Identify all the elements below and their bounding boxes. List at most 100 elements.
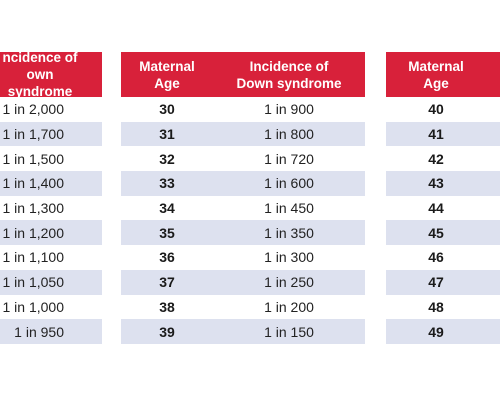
age-cell: 34 xyxy=(159,200,175,217)
table-row: 49 xyxy=(386,319,500,344)
incidence-cell: 1 in 800 xyxy=(264,126,314,143)
incidence-cell xyxy=(486,97,500,122)
age-cell: 36 xyxy=(159,249,175,266)
incidence-cell: 1 in 150 xyxy=(264,323,314,340)
left-header-incidence-line1: ncidence of xyxy=(2,50,78,65)
incidence-cell xyxy=(486,319,500,344)
table-row: 39 1 in 150 xyxy=(121,319,365,344)
incidence-cell: 1 in 350 xyxy=(264,224,314,241)
age-cell: 43 xyxy=(428,175,444,192)
table-row: 1 in 1,500 xyxy=(0,146,102,171)
middle-table-header: Maternal Age Incidence of Down syndrome xyxy=(121,52,365,97)
incidence-cell: 1 in 450 xyxy=(264,200,314,217)
table-row: 1 in 1,200 xyxy=(0,220,102,246)
table-row: 43 xyxy=(386,171,500,196)
table-row: 1 in 1,050 xyxy=(0,269,102,295)
incidence-cell: 1 in 600 xyxy=(264,175,314,192)
incidence-cell: 1 in 1,500 xyxy=(2,150,65,167)
right-incidence-table: Maternal Age 40 41 42 43 44 45 46 47 48 … xyxy=(386,52,500,344)
table-row: 30 1 in 900 xyxy=(121,97,365,122)
left-incidence-table: ncidence of own syndrome 1 in 2,000 1 in… xyxy=(0,50,102,344)
incidence-cell xyxy=(486,171,500,196)
incidence-cell: 1 in 900 xyxy=(264,101,314,118)
age-cell: 37 xyxy=(159,274,175,291)
incidence-cell xyxy=(486,295,500,320)
table-row: 40 xyxy=(386,97,500,122)
incidence-cell xyxy=(486,270,500,295)
table-row: 1 in 1,700 xyxy=(0,121,102,147)
table-row: 1 in 1,000 xyxy=(0,295,102,320)
table-row: 47 xyxy=(386,269,500,295)
table-row: 41 xyxy=(386,121,500,147)
incidence-cell: 1 in 1,000 xyxy=(2,298,65,315)
age-cell: 41 xyxy=(428,126,444,143)
age-cell: 35 xyxy=(159,224,175,241)
left-table-body: 1 in 2,000 1 in 1,700 1 in 1,500 1 in 1,… xyxy=(0,97,102,344)
table-row: 38 1 in 200 xyxy=(121,295,365,320)
incidence-cell: 1 in 1,100 xyxy=(2,249,65,266)
age-cell: 39 xyxy=(159,323,175,340)
incidence-cell: 1 in 200 xyxy=(264,298,314,315)
incidence-cell: 1 in 720 xyxy=(264,150,314,167)
age-cell: 33 xyxy=(159,175,175,192)
age-cell: 31 xyxy=(159,126,175,143)
table-row: 1 in 950 xyxy=(0,319,102,344)
table-row: 1 in 1,400 xyxy=(0,171,102,196)
table-row: 1 in 1,300 xyxy=(0,196,102,221)
middle-header-age: Maternal Age xyxy=(121,52,213,97)
age-cell: 45 xyxy=(428,224,444,241)
incidence-cell: 1 in 250 xyxy=(264,274,314,291)
table-row: 33 1 in 600 xyxy=(121,171,365,196)
middle-header-incidence: Incidence of Down syndrome xyxy=(213,52,365,97)
right-header-age-line1: Maternal xyxy=(408,58,464,74)
incidence-cell xyxy=(486,220,500,245)
table-row: 1 in 1,100 xyxy=(0,245,102,270)
middle-incidence-table: Maternal Age Incidence of Down syndrome … xyxy=(121,52,365,344)
incidence-cell: 1 in 2,000 xyxy=(2,101,65,118)
table-row: 46 xyxy=(386,245,500,270)
age-cell: 30 xyxy=(159,101,175,118)
incidence-cell: 1 in 1,200 xyxy=(2,224,65,241)
age-cell: 40 xyxy=(428,101,444,118)
age-cell: 49 xyxy=(428,323,444,340)
table-row: 34 1 in 450 xyxy=(121,196,365,221)
middle-table-body: 30 1 in 900 31 1 in 800 32 1 in 720 33 1 in … xyxy=(121,97,365,344)
age-cell: 32 xyxy=(159,150,175,167)
table-row: 42 xyxy=(386,146,500,171)
incidence-cell: 1 in 1,700 xyxy=(2,126,65,143)
incidence-cell xyxy=(486,146,500,171)
incidence-cell xyxy=(486,196,500,221)
left-table-header: ncidence of own syndrome xyxy=(0,50,102,99)
age-cell: 48 xyxy=(428,298,444,315)
table-row: 1 in 2,000 xyxy=(0,97,102,122)
incidence-cell: 1 in 1,300 xyxy=(2,200,65,217)
right-table-header: Maternal Age xyxy=(386,52,500,97)
age-cell: 44 xyxy=(428,200,444,217)
age-cell: 46 xyxy=(428,249,444,266)
table-row: 48 xyxy=(386,295,500,320)
table-row: 31 1 in 800 xyxy=(121,121,365,147)
table-row: 32 1 in 720 xyxy=(121,146,365,171)
table-row: 45 xyxy=(386,220,500,246)
age-cell: 47 xyxy=(428,274,444,291)
left-header-incidence-line2: own syndrome xyxy=(7,67,73,99)
incidence-cell: 1 in 300 xyxy=(264,249,314,266)
age-cell: 38 xyxy=(159,298,175,315)
middle-header-incidence-line2: Down syndrome xyxy=(236,75,342,91)
right-header-age: Maternal Age xyxy=(386,52,486,97)
incidence-cell: 1 in 950 xyxy=(14,323,64,340)
table-row: 44 xyxy=(386,196,500,221)
table-row: 35 1 in 350 xyxy=(121,220,365,246)
left-header-incidence: ncidence of own syndrome xyxy=(0,50,102,99)
incidence-cell: 1 in 1,050 xyxy=(2,274,65,291)
table-row: 37 1 in 250 xyxy=(121,269,365,295)
right-header-incidence xyxy=(486,52,500,97)
right-header-age-line2: Age xyxy=(423,75,449,91)
middle-header-age-line2: Age xyxy=(154,75,180,91)
table-row: 36 1 in 300 xyxy=(121,245,365,270)
incidence-cell xyxy=(486,122,500,147)
middle-header-age-line1: Maternal xyxy=(139,58,195,74)
right-table-body: 40 41 42 43 44 45 46 47 48 49 xyxy=(386,97,500,344)
age-cell: 42 xyxy=(428,150,444,167)
incidence-cell: 1 in 1,400 xyxy=(2,175,65,192)
